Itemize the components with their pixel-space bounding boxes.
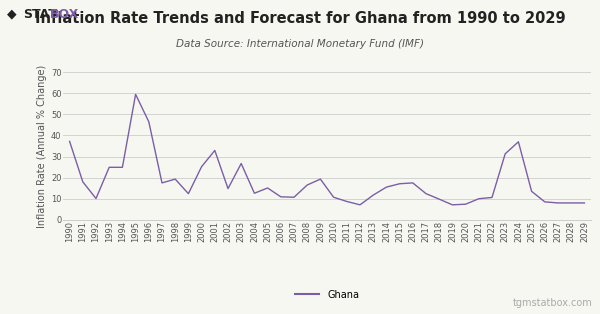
Text: tgmstatbox.com: tgmstatbox.com — [513, 298, 593, 308]
Legend: Ghana: Ghana — [291, 286, 363, 304]
Text: Inflation Rate Trends and Forecast for Ghana from 1990 to 2029: Inflation Rate Trends and Forecast for G… — [35, 11, 565, 26]
Text: BOX: BOX — [50, 8, 79, 21]
Text: Data Source: International Monetary Fund (IMF): Data Source: International Monetary Fund… — [176, 39, 424, 49]
Y-axis label: Inflation Rate (Annual % Change): Inflation Rate (Annual % Change) — [37, 64, 47, 228]
Text: ◆: ◆ — [7, 8, 17, 21]
Text: STAT: STAT — [23, 8, 56, 21]
